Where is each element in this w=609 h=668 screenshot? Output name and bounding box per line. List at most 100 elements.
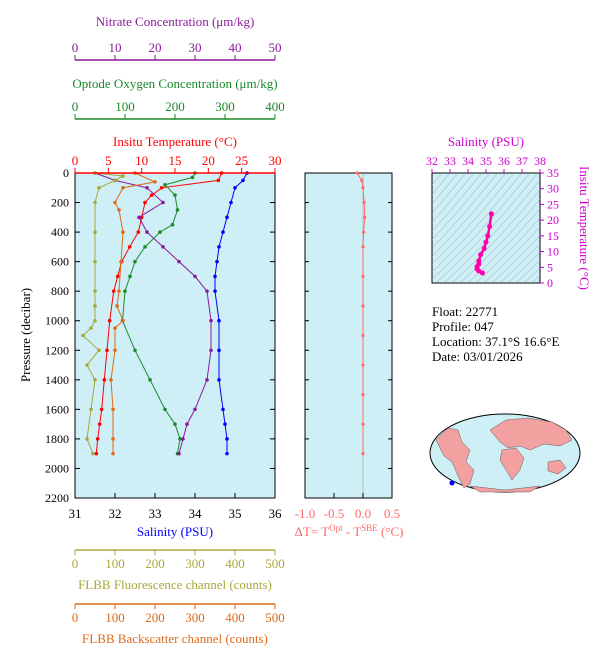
pressure-tick-label: 1400 — [45, 373, 69, 387]
density-contour — [451, 189, 540, 283]
density-contour — [432, 173, 523, 273]
nitrate-data-point — [177, 259, 181, 264]
nitrate-tick-label: 30 — [189, 40, 202, 55]
ts-data-point — [488, 211, 494, 217]
backscatter-data-point — [113, 326, 117, 330]
delta-t-point — [362, 200, 366, 205]
fluorescence-data-point — [93, 259, 97, 264]
oxygen-axis-label: Optode Oxygen Concentration (μm/kg) — [72, 76, 277, 91]
fluorescence-data-point — [85, 363, 89, 367]
delta-t-point — [361, 452, 365, 456]
fluorescence-tick-label: 300 — [185, 556, 205, 571]
profile-number: Profile: 047 — [432, 319, 494, 334]
land-antarctica — [469, 485, 541, 493]
backscatter-data-point — [119, 259, 123, 264]
ts-data-point — [481, 245, 487, 251]
salinity-tick-label: 36 — [269, 506, 283, 521]
nitrate-data-point — [181, 437, 185, 441]
map-land — [435, 417, 573, 493]
delta-t-point — [363, 215, 367, 219]
ts-salinity-axis: 32 33 34 35 36 37 38 — [426, 154, 546, 173]
temperature-data-point — [95, 437, 100, 441]
fluorescence-tick-label: 0 — [72, 556, 79, 571]
fluorescence-data-point — [97, 185, 101, 190]
temperature-data-point — [136, 230, 141, 234]
pressure-axis: 0 200 400 600 800 1000 1200 1400 1600 1800 2000 220… — [45, 166, 275, 505]
temperature-tick-label: 25 — [235, 153, 248, 168]
delta-t-point — [361, 186, 365, 190]
backscatter-data-point — [121, 185, 125, 190]
fluorescence-tick-label: 500 — [265, 556, 285, 571]
oxygen-data-point — [175, 208, 180, 212]
ts-salinity-label: Salinity (PSU) — [448, 134, 524, 149]
density-contour — [507, 251, 540, 283]
oxygen-tick-label: 400 — [265, 99, 285, 114]
density-contour — [432, 173, 499, 249]
fluorescence-data-point — [93, 304, 97, 308]
temperature-data-point — [105, 348, 109, 353]
salinity-data-point — [217, 348, 221, 353]
fluorescence-data-point — [93, 289, 97, 293]
density-contour — [432, 173, 483, 232]
ts-temperature-tick-label: 35 — [547, 166, 559, 180]
pressure-tick-label: 0 — [63, 166, 69, 180]
fluorescence-data-point — [93, 318, 97, 323]
ts-salinity-tick-label: 33 — [444, 154, 456, 168]
pressure-tick-label: 200 — [51, 196, 69, 210]
backscatter-data-point — [117, 289, 121, 293]
salinity-tick-label: 34 — [189, 506, 203, 521]
ts-temperature-tick-label: 20 — [547, 213, 559, 227]
backscatter-tick-label: 400 — [225, 610, 245, 625]
delta-t-point — [361, 422, 365, 426]
ts-temperature-label: Insitu Temperature (°C) — [577, 166, 592, 290]
nitrate-tick-label: 20 — [149, 40, 162, 55]
delta-t-point — [361, 333, 365, 338]
fluorescence-data-point — [97, 348, 101, 353]
temperature-tick-label: 0 — [72, 153, 79, 168]
main-plot: 0200400600800100012001400160018002000220… — [18, 14, 285, 646]
fluorescence-tick-label: 100 — [105, 556, 125, 571]
fluorescence-data-point — [93, 200, 97, 205]
oxygen-tick-label: 100 — [115, 99, 135, 114]
salinity-tick-label: 35 — [229, 506, 242, 521]
oxygen-axis: 0 100 200 300 400 — [72, 99, 285, 120]
fluorescence-data-point — [81, 333, 85, 338]
delta-t-plot-area — [304, 172, 393, 499]
nitrate-data-point — [137, 215, 141, 220]
oxygen-data-point — [128, 274, 132, 279]
backscatter-data-point — [111, 407, 115, 412]
density-contours — [432, 173, 540, 283]
temperature-tick-label: 10 — [135, 153, 148, 168]
temperature-tick-label: 30 — [269, 153, 282, 168]
delta-t-axis: -1.0 -0.5 0.0 0.5 — [295, 172, 400, 521]
fluorescence-axis: 0 100 200 300 400 500 — [72, 549, 285, 571]
salinity-data-point — [217, 378, 221, 382]
backscatter-data-point — [111, 451, 115, 456]
density-contour — [483, 226, 540, 283]
backscatter-data-point — [109, 378, 113, 382]
temperature-data-point — [115, 274, 120, 279]
backscatter-tick-label: 100 — [105, 610, 125, 625]
backscatter-data-point — [113, 348, 117, 353]
density-contour — [432, 173, 459, 205]
delta-t-point — [361, 304, 365, 308]
oxygen-tick-label: 0 — [72, 99, 79, 114]
temperature-tick-label: 20 — [202, 153, 215, 168]
delta-t-tick-label: 0.5 — [384, 506, 400, 521]
fluorescence-data-point — [89, 326, 93, 330]
density-contour — [531, 275, 540, 283]
backscatter-tick-label: 200 — [145, 610, 165, 625]
density-contour — [443, 179, 540, 283]
ts-series — [474, 211, 494, 276]
ts-temperature-tick-label: 25 — [547, 197, 559, 211]
temperature-data-point — [127, 245, 132, 249]
ts-temperature-tick-label: 15 — [547, 229, 559, 243]
density-contour — [499, 243, 540, 283]
backscatter-data-point — [111, 437, 115, 441]
backscatter-data-point — [153, 180, 157, 184]
ts-temperature-tick-label: 10 — [547, 245, 559, 259]
ts-salinity-tick-label: 32 — [426, 154, 438, 168]
delta-t-point — [361, 363, 365, 367]
fluorescence-data-point — [113, 178, 117, 183]
